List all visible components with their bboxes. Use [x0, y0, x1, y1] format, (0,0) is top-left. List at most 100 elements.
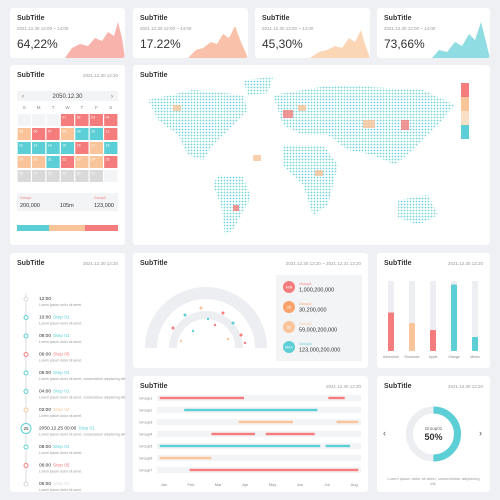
bar	[451, 284, 457, 351]
day-cell	[17, 128, 31, 140]
next-arrow[interactable]: ›	[111, 94, 113, 100]
gauge-card: MIN Group1 1,000,200,000 25 Group2 30,200,000…	[133, 253, 368, 368]
card-title: SubTitle	[140, 260, 168, 267]
day-cell	[89, 142, 103, 154]
group-value: 59,000,200,000	[299, 328, 337, 334]
day-number: 18	[106, 144, 110, 148]
kpi-title: SubTitle	[17, 15, 45, 22]
step-time: 08:00 Step 01	[39, 333, 70, 339]
step-text: Lorem ipsum dolor sit amet.	[39, 322, 82, 326]
step-text: Lorem ipsum dolor sit amet.	[39, 414, 82, 418]
group-badge	[283, 301, 295, 313]
bar-card: Adventure Romance Apple Orange Melon SubTitl…	[377, 253, 490, 368]
x-tick-label: Jul	[324, 482, 329, 487]
kpi-value: 17.22%	[140, 37, 181, 51]
day-number: 03	[91, 116, 95, 120]
day-cell	[89, 128, 103, 140]
progress-part	[17, 225, 49, 231]
step-text: Lorem ipsum dolor sit amet.	[39, 451, 82, 455]
x-tick-label: Adventure	[383, 355, 399, 359]
group-value: 1,000,200,000	[299, 288, 334, 294]
prev-arrow[interactable]: ‹	[22, 94, 24, 100]
legend-part	[461, 97, 469, 111]
card-title: SubTitle	[384, 260, 412, 267]
gantt-chart: Group1 Group2 Group3 Group4 Group5 Group6 Grou…	[139, 395, 361, 487]
card-date: 2021.12.30 12:20	[447, 261, 483, 266]
step: Step 01	[53, 389, 70, 395]
step-dot	[23, 444, 29, 450]
region	[173, 105, 181, 111]
step-text: Lorem ipsum dolor sit amet.	[39, 340, 82, 344]
legend-part	[461, 83, 469, 97]
step: Step 01	[53, 444, 70, 450]
kpi-date: 2021.12.30 12:00 ~ 14:00	[17, 26, 69, 31]
calendar-card: ‹ › 2050.12.30 S M T W T F S 01 02 03 04 05 06 07 08 09 1…	[10, 65, 125, 245]
stats-box	[17, 193, 118, 211]
day-cell	[75, 128, 89, 140]
day-cell	[17, 170, 31, 182]
step: Step 01	[78, 426, 95, 432]
card-title: SubTitle	[17, 72, 45, 79]
stat-label: Group1	[20, 196, 32, 200]
day-cell	[46, 142, 60, 154]
group-badge	[283, 281, 295, 293]
time: 02:00	[39, 407, 51, 413]
group-name: Group2	[299, 302, 312, 306]
row-label: Group6	[139, 455, 153, 460]
step: Step 01	[53, 370, 70, 376]
day-number: 08	[62, 130, 66, 134]
highlights	[173, 105, 409, 211]
row-label: Group4	[139, 431, 153, 436]
weekday: S	[23, 105, 26, 110]
stat-value: 105m	[60, 203, 74, 209]
day-number: 24	[91, 158, 95, 162]
day-number: 04	[106, 116, 110, 120]
step-time: 10:00 Step 01	[39, 315, 70, 321]
day-cell	[104, 114, 118, 126]
scatter-dots	[171, 306, 247, 345]
prev-arrow[interactable]: ‹	[383, 428, 386, 438]
stat-value: 123,000	[94, 203, 114, 209]
day-cell	[89, 170, 103, 182]
step-time: 12:00	[39, 296, 51, 302]
gantt-bar	[265, 432, 315, 436]
kpi-value: 73,66%	[384, 37, 425, 51]
day-number: 09	[77, 130, 81, 134]
step-time: 08:00 Step 01	[39, 444, 70, 450]
day-badge-label: 25	[23, 426, 29, 431]
greenland	[243, 77, 273, 95]
month-bar	[17, 91, 118, 101]
day-number: 19	[19, 158, 23, 162]
day-cell	[32, 114, 46, 126]
step-text: Lorem ipsum dolor sit amet.	[39, 303, 82, 307]
step-dot	[23, 352, 29, 357]
day-number: 21	[48, 158, 52, 162]
day-cell	[75, 142, 89, 154]
gantt-card: Group1 Group2 Group3 Group4 Group5 Group6 Grou…	[133, 376, 368, 492]
day-cell	[60, 128, 75, 140]
day-cell	[89, 156, 103, 168]
step-time: 06:00 Step 05	[39, 463, 70, 469]
kpi-value: 45,30%	[262, 37, 303, 51]
map-card: SubTitle	[133, 65, 490, 245]
gantt-bar	[159, 396, 245, 400]
card-date: 2021.12.30 12:20	[447, 384, 483, 389]
africa	[283, 145, 338, 215]
day-cell	[17, 156, 31, 168]
card-date: 2021.12.30 12:20	[325, 384, 361, 389]
day-number: 06	[33, 130, 37, 134]
card-title: SubTitle	[140, 72, 168, 79]
day-cell	[46, 128, 60, 140]
sparkline	[432, 22, 490, 58]
day-cell	[60, 114, 75, 126]
day-number: 13	[33, 144, 37, 148]
bar	[409, 323, 415, 351]
next-arrow[interactable]: ›	[479, 428, 482, 438]
group-name: Group3	[299, 322, 312, 326]
time: 06:00	[39, 481, 51, 487]
weekday: F	[95, 105, 98, 110]
bar-track	[472, 281, 478, 351]
step-text: Lorem ipsum dolor sit amet, consectetuer…	[39, 396, 125, 400]
day-number: 20	[33, 158, 37, 162]
progress-part	[85, 225, 118, 231]
